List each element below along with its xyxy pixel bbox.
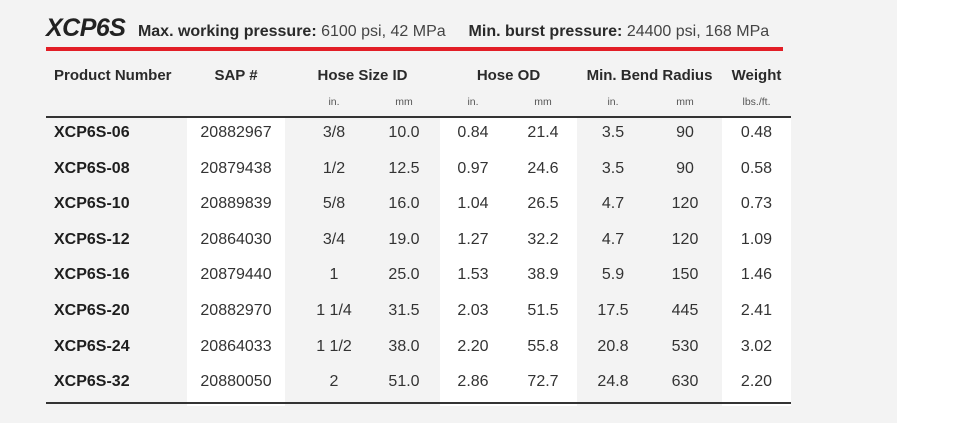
- col-hose-size-id: Hose Size ID: [317, 67, 408, 84]
- od-in-cell: 0.97: [457, 159, 489, 177]
- bend-in-cell: 24.8: [597, 373, 629, 391]
- bend-mm-cell: 90: [676, 124, 694, 141]
- sap-cell: 20864033: [200, 337, 272, 355]
- id-in-cell: 1: [329, 266, 339, 284]
- sap-cell: 20879438: [200, 159, 272, 177]
- sap-cell: 20882970: [200, 302, 272, 319]
- bend-in-cell: 3.5: [601, 159, 625, 177]
- id-mm-cell: 25.0: [388, 266, 420, 284]
- od-in-cell: 0.84: [457, 124, 489, 141]
- od-mm-cell: 38.9: [527, 266, 559, 284]
- col-weight: Weight: [731, 67, 782, 84]
- id-in-cell: 1 1/4: [316, 302, 352, 319]
- weight-cell: 0.58: [740, 159, 773, 177]
- id-in-cell: 2: [329, 373, 339, 391]
- sap-cell: 20864030: [200, 230, 272, 248]
- col-product-number: Product Number: [54, 67, 172, 84]
- od-mm-cell: 51.5: [527, 302, 559, 319]
- max-pressure-label: Max. working pressure:: [137, 23, 317, 40]
- id-in-cell: 3/8: [322, 124, 346, 141]
- sap-column-shade: [187, 118, 285, 406]
- unit-od-mm: mm: [534, 96, 552, 108]
- id-in-cell: 3/4: [322, 230, 346, 248]
- od-in-cell: 2.03: [457, 302, 489, 319]
- header-divider: [46, 47, 783, 51]
- col-min-bend-radius: Min. Bend Radius: [586, 67, 713, 84]
- id-mm-cell: 10.0: [388, 124, 420, 141]
- col-hose-od: Hose OD: [476, 67, 541, 84]
- weight-cell: 0.73: [740, 195, 773, 213]
- spec-header: XCP6S Max. working pressure: 6100 psi, 4…: [46, 14, 769, 43]
- od-mm-cell: 72.7: [527, 373, 559, 391]
- id-mm-cell: 19.0: [388, 230, 420, 248]
- bend-in-cell: 4.7: [601, 195, 625, 213]
- id-mm-cell: 16.0: [388, 195, 420, 213]
- col-sap: SAP #: [214, 67, 258, 84]
- bend-in-cell: 4.7: [601, 230, 625, 248]
- od-in-cell: 1.04: [457, 195, 489, 213]
- table-bottom-rule: [46, 402, 791, 404]
- od-in-cell: 1.53: [457, 266, 489, 284]
- od-mm-cell: 21.4: [527, 124, 559, 141]
- od-mm-cell: 24.6: [527, 159, 559, 177]
- sap-cell: 20880050: [200, 373, 272, 391]
- table-top-rule: [46, 116, 791, 118]
- bend-mm-cell: 90: [676, 159, 694, 177]
- bend-mm-cell: 630: [671, 373, 699, 391]
- product-number-cell: XCP6S-08: [54, 159, 130, 177]
- id-in-cell: 1/2: [322, 159, 346, 177]
- product-number-cell: XCP6S-32: [54, 373, 130, 391]
- hose-od-column-shade: [440, 118, 577, 406]
- bend-mm-cell: 120: [671, 195, 699, 213]
- unit-id-in: in.: [328, 96, 340, 108]
- od-mm-cell: 32.2: [527, 230, 559, 248]
- weight-cell: 3.02: [740, 337, 773, 355]
- series-code: XCP6S: [46, 14, 126, 42]
- od-in-cell: 2.86: [457, 373, 489, 391]
- id-mm-cell: 38.0: [388, 337, 420, 355]
- product-number-cell: XCP6S-20: [54, 302, 130, 319]
- burst-pressure-value: 24400 psi, 168 MPa: [626, 23, 770, 40]
- sap-cell: 20879440: [200, 266, 272, 284]
- id-in-cell: 5/8: [322, 195, 346, 213]
- bend-in-cell: 3.5: [601, 124, 625, 141]
- burst-pressure-label: Min. burst pressure:: [468, 23, 623, 40]
- spec-panel: XCP6S Max. working pressure: 6100 psi, 4…: [0, 0, 897, 423]
- max-pressure-value: 6100 psi, 42 MPa: [321, 23, 446, 40]
- bend-mm-cell: 445: [671, 302, 699, 319]
- bend-mm-cell: 120: [671, 230, 699, 248]
- weight-cell: 2.20: [740, 373, 773, 391]
- id-mm-cell: 31.5: [388, 302, 420, 319]
- product-number-cell: XCP6S-10: [54, 195, 130, 213]
- unit-bend-mm: mm: [676, 96, 694, 108]
- bend-mm-cell: 530: [671, 337, 699, 355]
- weight-column-shade: [722, 118, 791, 406]
- unit-id-mm: mm: [395, 96, 413, 108]
- id-mm-cell: 51.0: [388, 373, 420, 391]
- unit-weight: lbs./ft.: [742, 96, 771, 108]
- unit-bend-in: in.: [607, 96, 619, 108]
- od-mm-cell: 26.5: [527, 195, 559, 213]
- bend-in-cell: 20.8: [597, 337, 629, 355]
- bend-in-cell: 17.5: [597, 302, 629, 319]
- product-number-cell: XCP6S-16: [54, 266, 130, 284]
- product-number-cell: XCP6S-12: [54, 230, 130, 248]
- sap-cell: 20889839: [200, 195, 272, 213]
- weight-cell: 0.48: [740, 124, 773, 141]
- od-in-cell: 2.20: [457, 337, 489, 355]
- bend-in-cell: 5.9: [601, 266, 625, 284]
- bend-mm-cell: 150: [671, 266, 699, 284]
- product-number-cell: XCP6S-06: [54, 124, 130, 141]
- product-number-cell: XCP6S-24: [54, 337, 130, 355]
- od-mm-cell: 55.8: [527, 337, 559, 355]
- od-in-cell: 1.27: [457, 230, 489, 248]
- id-mm-cell: 12.5: [388, 159, 420, 177]
- unit-od-in: in.: [467, 96, 479, 108]
- id-in-cell: 1 1/2: [316, 337, 352, 355]
- sap-cell: 20882967: [200, 124, 272, 141]
- weight-cell: 1.09: [740, 230, 773, 248]
- weight-cell: 1.46: [740, 266, 773, 284]
- weight-cell: 2.41: [740, 302, 773, 319]
